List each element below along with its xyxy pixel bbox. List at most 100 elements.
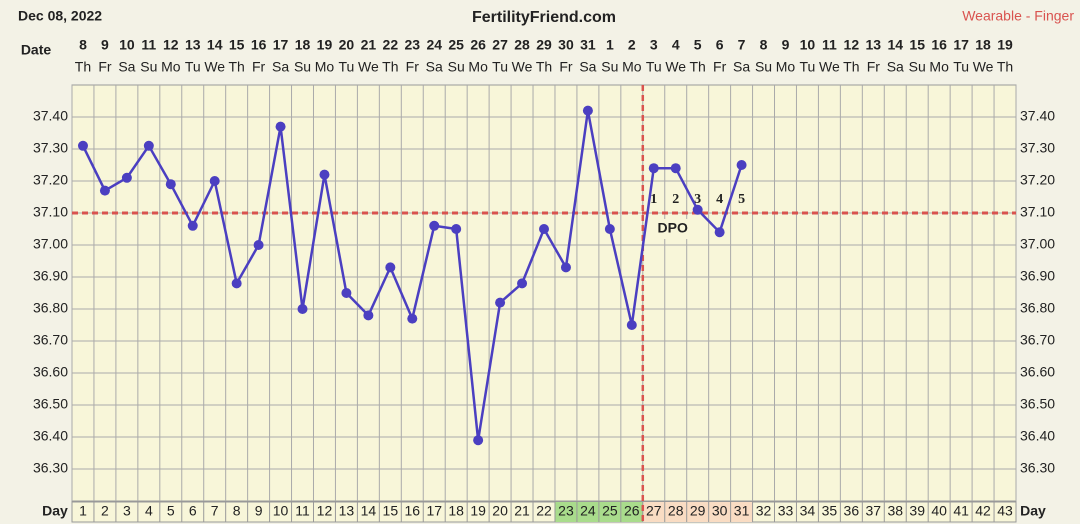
weekday-label: Fr <box>867 59 881 75</box>
chart-title: FertilityFriend.com <box>472 9 616 26</box>
weekday-label: We <box>512 59 533 75</box>
temp-point <box>341 288 352 298</box>
y-tick-label: 37.10 <box>33 204 68 220</box>
day-label: 38 <box>887 503 903 519</box>
date-label: 16 <box>931 37 947 53</box>
day-label: 23 <box>558 503 574 519</box>
day-highlight <box>576 502 599 522</box>
day-label: 29 <box>690 503 706 519</box>
weekday-label: We <box>665 59 686 75</box>
dpo-label: 3 <box>694 192 701 207</box>
date-label: 18 <box>975 37 991 53</box>
date-label: 8 <box>760 37 768 53</box>
date-label: 20 <box>339 37 355 53</box>
date-label: 13 <box>866 37 882 53</box>
weekday-label: Su <box>294 59 311 75</box>
date-label: 24 <box>426 37 442 53</box>
temp-point <box>495 297 506 308</box>
day-label: 20 <box>492 503 508 519</box>
day-highlight <box>664 502 687 522</box>
y-tick-label: 37.00 <box>33 236 68 252</box>
day-label: 17 <box>426 503 442 519</box>
weekday-label: Th <box>75 59 91 75</box>
day-label: 15 <box>383 503 399 519</box>
temp-point <box>604 224 615 234</box>
y-tick-label-right: 37.10 <box>1020 204 1055 220</box>
day-label: 1 <box>79 503 87 519</box>
weekday-label: Tu <box>492 59 508 75</box>
temp-point <box>99 185 110 196</box>
day-label: 9 <box>255 503 263 519</box>
y-tick-label: 37.30 <box>33 140 68 156</box>
day-label: 18 <box>448 503 464 519</box>
date-label: 13 <box>185 37 201 53</box>
y-tick-label-right: 36.50 <box>1020 396 1055 412</box>
day-label: 19 <box>470 503 486 519</box>
weekday-label: Sa <box>579 59 596 75</box>
temp-point <box>187 220 198 231</box>
day-label: 10 <box>273 503 289 519</box>
date-label: 12 <box>163 37 179 53</box>
y-tick-label: 36.50 <box>33 396 68 412</box>
temp-point <box>539 224 549 234</box>
day-label: 36 <box>844 503 860 519</box>
date-label: 10 <box>119 37 135 53</box>
weekday-label: Th <box>843 59 859 75</box>
date-label: 17 <box>953 37 969 53</box>
temp-point <box>121 172 132 183</box>
temp-point <box>143 140 154 151</box>
date-label: 27 <box>492 37 508 53</box>
day-label: 27 <box>646 503 662 519</box>
day-label: 25 <box>602 503 618 519</box>
day-label: 39 <box>909 503 925 519</box>
y-tick-label: 36.90 <box>33 268 68 284</box>
day-highlight <box>554 502 577 522</box>
date-label: 3 <box>650 37 658 53</box>
y-tick-label: 36.70 <box>33 332 68 348</box>
date-label: 10 <box>800 37 816 53</box>
weekday-label: Mo <box>161 59 181 75</box>
day-label: 11 <box>295 503 310 519</box>
temp-point <box>714 227 725 238</box>
source-label: Wearable - Finger <box>962 8 1074 24</box>
date-label: 7 <box>738 37 746 53</box>
day-highlight <box>642 502 665 522</box>
date-label: 25 <box>448 37 464 53</box>
day-highlight <box>708 502 731 522</box>
y-tick-label: 37.40 <box>33 108 68 124</box>
day-label: 35 <box>822 503 838 519</box>
temp-point <box>648 163 659 174</box>
weekday-label: Sa <box>426 59 443 75</box>
weekday-label: Fr <box>559 59 573 75</box>
y-tick-label: 37.20 <box>33 172 68 188</box>
day-row-label: Day <box>42 503 68 519</box>
day-highlight <box>730 502 753 522</box>
weekday-label: Tu <box>646 59 662 75</box>
weekday-label: Th <box>382 59 398 75</box>
weekday-label: Th <box>690 59 706 75</box>
weekday-label: Mo <box>929 59 949 75</box>
date-label: 15 <box>909 37 925 53</box>
date-row-label: Date <box>21 42 52 58</box>
date-label: 30 <box>558 37 574 53</box>
day-label: 4 <box>145 503 153 519</box>
weekday-label: Mo <box>315 59 335 75</box>
temp-point <box>582 105 593 116</box>
temp-point <box>626 320 637 330</box>
weekday-label: Fr <box>713 59 727 75</box>
date-label: 4 <box>672 37 680 53</box>
date-label: 11 <box>141 37 156 53</box>
weekday-label: Fr <box>98 59 112 75</box>
weekday-label: Th <box>228 59 244 75</box>
date-label: 28 <box>514 37 530 53</box>
day-highlight <box>686 502 709 522</box>
date-label: 18 <box>295 37 311 53</box>
date-label: 2 <box>628 37 636 53</box>
date-label: 23 <box>404 37 420 53</box>
weekday-label: Su <box>755 59 772 75</box>
temp-point <box>670 163 681 174</box>
y-tick-label-right: 37.40 <box>1020 108 1055 124</box>
y-tick-label: 36.60 <box>33 364 68 380</box>
day-highlight <box>620 502 643 522</box>
